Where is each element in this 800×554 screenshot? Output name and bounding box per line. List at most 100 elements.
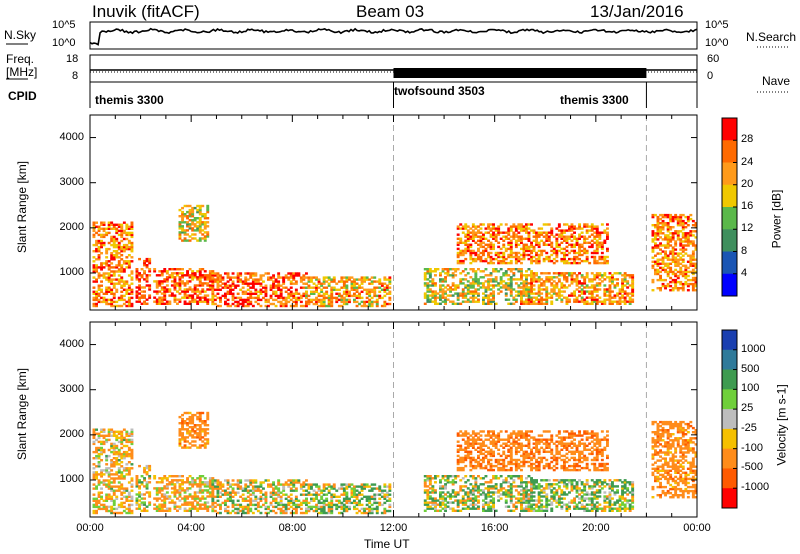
velocity-cell (107, 434, 111, 437)
power-cell (95, 243, 98, 247)
power-cell (527, 257, 531, 261)
power-cell (370, 302, 374, 306)
power-cell (542, 223, 546, 226)
velocity-cell (100, 446, 103, 450)
velocity-cell (110, 446, 114, 450)
velocity-cell (241, 487, 245, 490)
power-cell (272, 286, 275, 289)
power-cell (578, 253, 581, 257)
power-cell (679, 217, 683, 221)
velocity-cell (191, 503, 195, 506)
velocity-cell (305, 499, 308, 502)
power-cell (456, 255, 460, 259)
power-cell (535, 237, 538, 240)
power-cell (509, 278, 513, 281)
power-cell (206, 274, 210, 277)
velocity-cell (360, 493, 364, 496)
power-cell (122, 260, 126, 263)
power-cell (623, 292, 627, 295)
velocity-cell (140, 483, 144, 486)
power-cell (294, 274, 298, 277)
velocity-cell (102, 430, 106, 433)
power-cell (236, 272, 240, 275)
velocity-cell (143, 485, 146, 488)
power-cell (117, 256, 121, 259)
velocity-cell (173, 501, 177, 504)
power-cell (484, 286, 488, 289)
power-cell (689, 242, 693, 245)
velocity-cell (241, 499, 245, 502)
power-cell (107, 264, 111, 267)
power-cell (449, 294, 452, 297)
power-cell (537, 280, 541, 283)
power-cell (651, 238, 655, 241)
power-cell (439, 274, 442, 277)
power-cell (168, 294, 172, 297)
power-cell (656, 232, 660, 235)
power-cell (679, 256, 683, 259)
velocity-cell (107, 467, 111, 470)
power-cell (107, 276, 111, 279)
velocity-cell (127, 454, 131, 458)
power-cell (287, 276, 291, 279)
power-cell (254, 278, 258, 281)
power-cell (342, 296, 346, 300)
power-cell (110, 239, 114, 243)
power-cell (375, 280, 379, 283)
velocity-cell (294, 487, 298, 490)
velocity-cell (251, 499, 255, 502)
power-cell (532, 300, 536, 303)
power-cell (514, 278, 518, 281)
velocity-cell (198, 417, 202, 421)
power-cell (105, 298, 109, 302)
power-cell (492, 261, 495, 265)
power-cell (681, 274, 685, 278)
power-cell (140, 268, 144, 271)
power-cell (474, 276, 478, 279)
velocity-cell (449, 495, 452, 498)
power-cell (570, 229, 574, 232)
power-cell (327, 278, 331, 281)
power-cell (307, 294, 311, 298)
velocity-cell (294, 489, 298, 492)
power-cell (466, 235, 470, 238)
velocity-cell (327, 491, 331, 494)
power-cell (563, 274, 566, 277)
power-cell (497, 292, 501, 295)
velocity-cell (249, 489, 253, 492)
power-cell (208, 270, 212, 273)
velocity-cell (469, 483, 473, 486)
power-cell (595, 245, 599, 249)
power-cell (105, 252, 109, 255)
velocity-cell (100, 469, 103, 472)
power-cell (289, 276, 293, 279)
power-cell (573, 292, 576, 295)
velocity-cell (310, 499, 313, 502)
power-cell (691, 252, 695, 255)
power-cell (514, 294, 518, 297)
power-cell (568, 227, 571, 230)
power-cell (560, 247, 564, 251)
power-cell (527, 247, 531, 251)
power-cell (140, 294, 144, 297)
power-cell (145, 257, 149, 261)
power-cell (112, 227, 116, 230)
velocity-cell (201, 503, 205, 506)
velocity-cell (484, 493, 488, 496)
power-cell (229, 278, 232, 281)
power-cell (454, 284, 458, 287)
velocity-cell (196, 428, 200, 431)
power-cell (676, 287, 680, 290)
velocity-cell (105, 479, 109, 482)
power-cell (122, 229, 126, 233)
velocity-cell (383, 501, 387, 505)
power-cell (676, 236, 680, 239)
power-cell (122, 302, 126, 306)
velocity-cell (224, 493, 227, 496)
power-cell (499, 247, 503, 251)
velocity-cell (198, 413, 202, 417)
power-cell (593, 241, 597, 244)
power-cell (127, 284, 131, 287)
power-cell (165, 276, 169, 279)
power-cell (340, 278, 344, 281)
